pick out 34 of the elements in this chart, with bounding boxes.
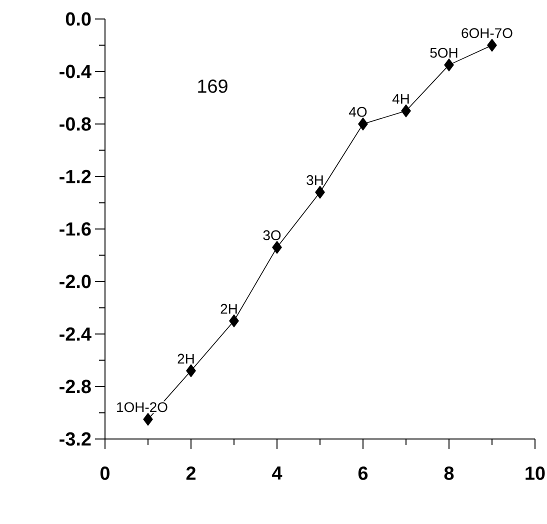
- annotation: 3H: [306, 175, 323, 186]
- point: [272, 240, 282, 254]
- point: [143, 412, 153, 426]
- y-tick-label: -1.2: [60, 170, 91, 184]
- y-tick-label: -2.0: [60, 274, 91, 288]
- x-tick-label: 10: [526, 466, 545, 480]
- annotation: 2H: [220, 304, 237, 314]
- y-tick-label: -3.2: [60, 432, 91, 446]
- y-tick-label: 0.0: [66, 12, 91, 26]
- point: [444, 58, 454, 72]
- point: [401, 104, 411, 118]
- y-tick-label: -0.8: [60, 117, 91, 131]
- annotation: 6OH-7O: [462, 28, 512, 38]
- y-tick-label: -2.4: [60, 327, 92, 341]
- annotation: 3O: [263, 230, 281, 240]
- annotation: 1OH-2O: [117, 402, 168, 412]
- x-tick-label: 2: [186, 466, 196, 480]
- annotation: 2H: [178, 354, 194, 364]
- y-tick-label: -1.6: [60, 222, 91, 236]
- point: [315, 186, 325, 199]
- annotation: 4H: [392, 94, 409, 104]
- y-tick-label: -2.8: [60, 380, 91, 394]
- x-tick-label: 6: [358, 466, 368, 480]
- annotation: 5OH: [430, 48, 458, 58]
- y-tick-label: -0.4: [60, 64, 92, 78]
- annotation: 169: [198, 79, 228, 93]
- point: [358, 118, 368, 130]
- annotation: 4O: [349, 106, 367, 117]
- point: [229, 314, 239, 328]
- x-tick-label: 4: [272, 466, 282, 480]
- point: [186, 364, 196, 378]
- x-tick-label: 8: [444, 466, 454, 480]
- x-tick-label: 0: [100, 466, 110, 480]
- point: [487, 38, 497, 52]
